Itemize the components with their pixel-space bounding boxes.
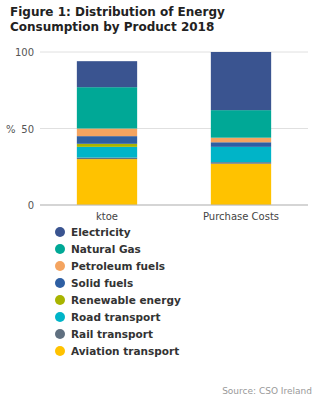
grid-line [40,205,308,206]
bar-segment [211,164,271,205]
bar-segment [211,142,271,147]
bars [77,52,271,205]
x-tick-label: Purchase Costs [203,211,279,222]
x-axis-line [40,205,308,206]
legend-label: Aviation transport [71,345,179,357]
legend-marker [55,278,65,288]
legend-label: Rail transport [71,328,153,340]
legend-label: Petroleum fuels [71,260,165,272]
bar-segment [211,138,271,143]
y-axis-label: % [6,124,16,135]
x-tick-label: ktoe [96,211,118,222]
legend-marker [55,346,65,356]
legend-marker [55,295,65,305]
legend-label: Road transport [71,311,161,323]
bar-segment [77,159,137,205]
legend-marker [55,329,65,339]
chart: Figure 1: Distribution of EnergyConsumpt… [0,0,320,400]
legend-marker [55,261,65,271]
legend-label: Natural Gas [71,243,141,255]
y-tick-label: 50 [21,124,34,135]
bar-segment [211,162,271,164]
title-line: Consumption by Product 2018 [10,20,214,34]
bar-segment [77,147,137,158]
title: Figure 1: Distribution of EnergyConsumpt… [10,5,225,34]
bar-segment [77,144,137,147]
bar-segment [211,52,271,110]
source-note: Source: CSO Ireland [222,386,312,396]
bar-segment [77,61,137,87]
legend-label: Solid fuels [71,277,133,289]
legend-marker [55,244,65,254]
legend-label: Renewable energy [71,294,181,306]
bar-segment [77,158,137,160]
legend-label: Electricity [71,226,131,238]
bar-segment [77,129,137,137]
y-tick-label: 100 [15,47,34,58]
y-tick-label: 0 [28,200,34,211]
legend-marker [55,227,65,237]
bar-segment [77,136,137,144]
bar-segment [211,110,271,138]
bar-segment [211,147,271,162]
legend-marker [55,312,65,322]
title-line: Figure 1: Distribution of Energy [10,5,225,19]
bar-segment [77,87,137,128]
